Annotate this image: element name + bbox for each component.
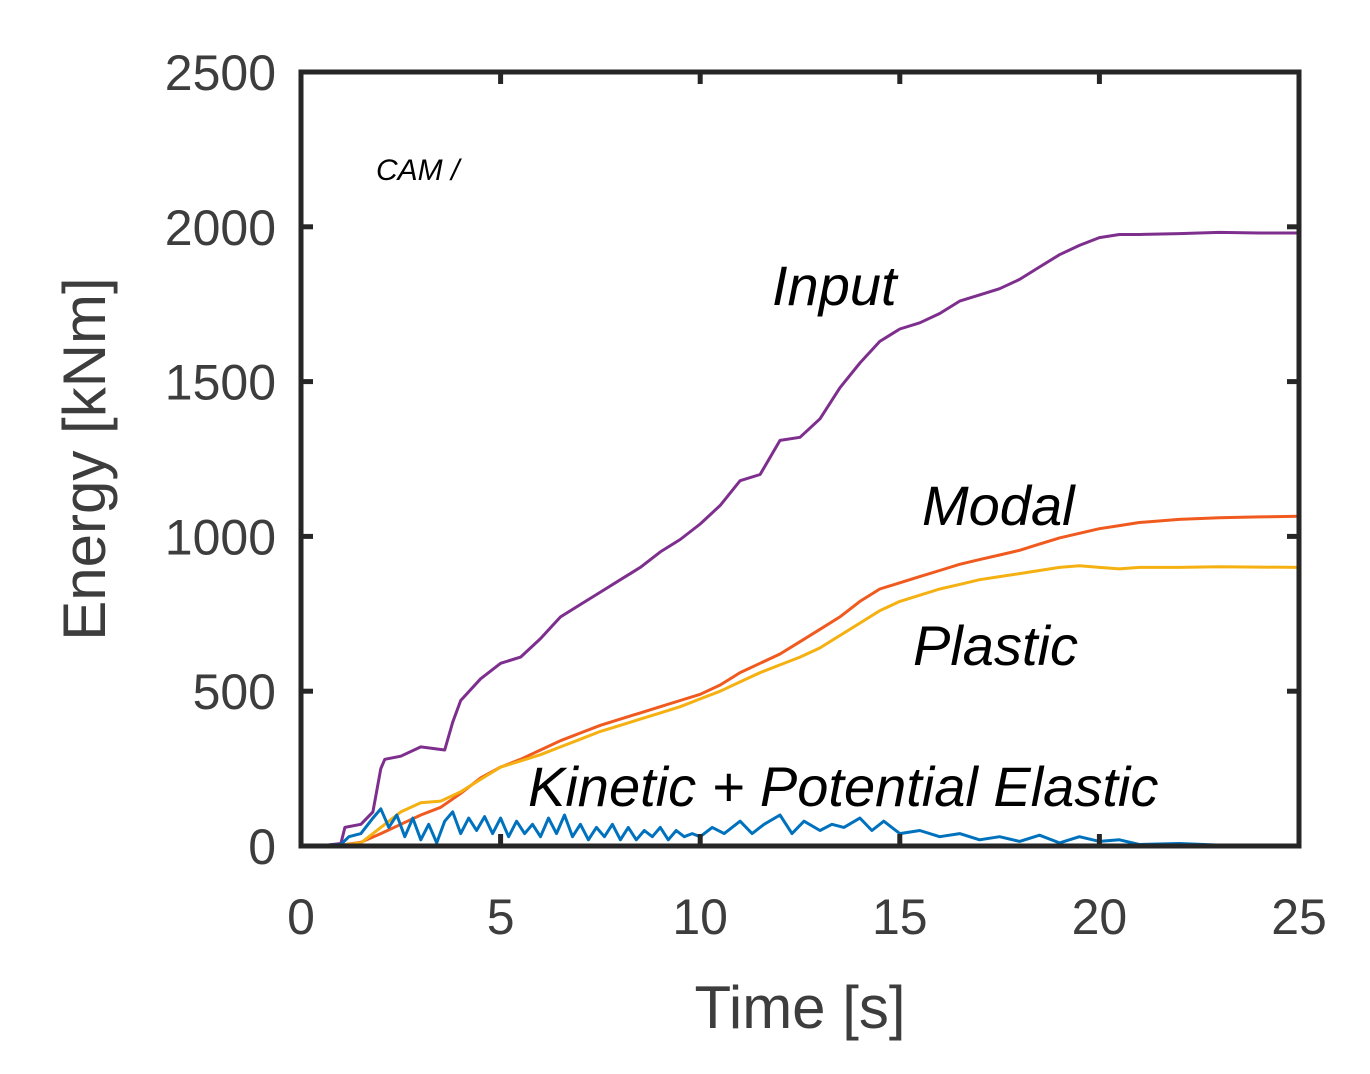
y-tick-label: 1500 <box>165 355 276 411</box>
x-tick-label: 0 <box>287 889 315 945</box>
y-tick-label: 500 <box>193 664 276 720</box>
x-tick-label: 15 <box>872 889 928 945</box>
series-line-kinetic-potential-elastic <box>300 807 1300 848</box>
axes-box <box>298 69 1302 849</box>
x-tick-label: 20 <box>1072 889 1128 945</box>
y-tick-label: 1000 <box>165 509 276 565</box>
label-kinetic-potential-elastic: Kinetic + Potential Elastic <box>528 755 1158 818</box>
x-axis-label: Time [s] <box>694 974 905 1041</box>
series-line-plastic <box>300 564 1300 848</box>
tick-layer: 0 5 10 15 20 25 0 500 1000 1500 2000 2500 <box>165 45 1327 945</box>
annotation-text: CAM / <box>376 154 462 187</box>
series-line-input <box>300 230 1299 848</box>
series-layer <box>300 230 1300 848</box>
y-axis-label: Energy [kNm] <box>51 277 118 640</box>
x-tick-label: 25 <box>1271 889 1327 945</box>
x-tick-label: 5 <box>487 889 515 945</box>
y-tick-label: 2500 <box>165 45 276 101</box>
label-modal: Modal <box>922 474 1076 537</box>
label-input: Input <box>772 254 899 317</box>
label-plastic: Plastic <box>913 614 1078 677</box>
y-tick-label: 0 <box>248 819 276 875</box>
x-tick-label: 10 <box>672 889 728 945</box>
y-tick-label: 2000 <box>165 200 276 256</box>
